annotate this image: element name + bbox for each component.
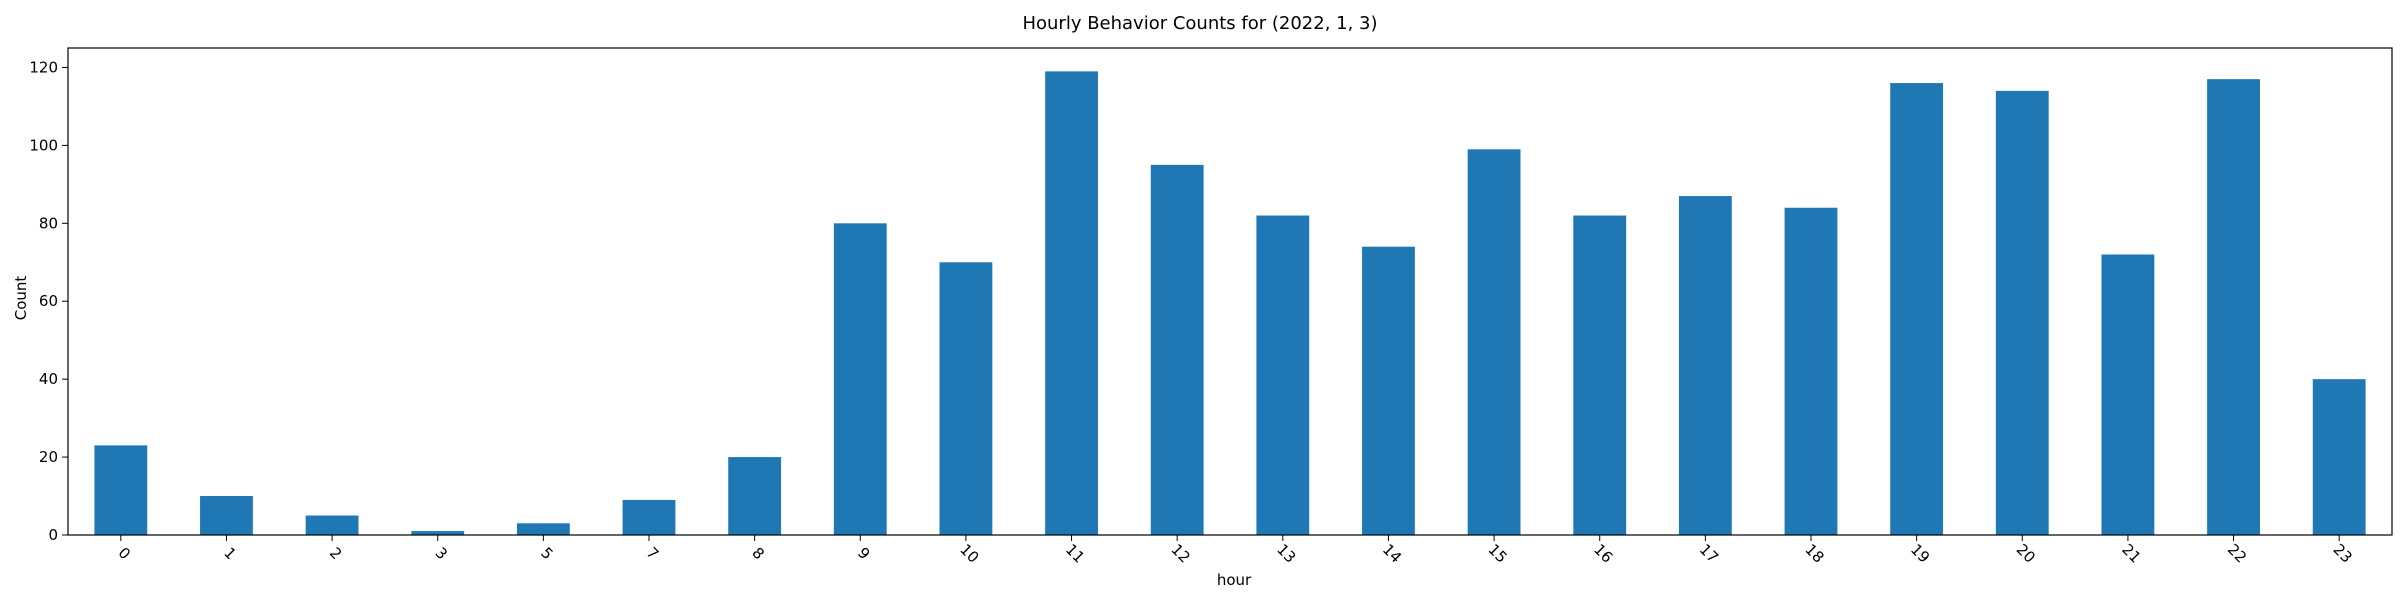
bar-hour-11 [1045,71,1098,535]
x-tick-label: 19 [1907,540,1933,566]
x-tick-label: 15 [1485,540,1511,566]
x-tick-label: 8 [748,544,767,563]
bar-hour-7 [622,499,676,535]
x-tick-label: 7 [643,544,662,563]
y-tick-label: 40 [39,370,58,388]
bar-hour-0 [94,445,148,535]
x-axis-label: hour [1217,571,1252,589]
x-tick-label: 9 [854,544,873,563]
bar-hour-10 [939,262,993,535]
x-tick-label: 13 [1273,540,1299,566]
bar-hour-5 [516,523,570,535]
x-tick-label: 18 [1801,540,1827,566]
bar-hour-17 [1678,196,1732,536]
x-tick-label: 20 [2013,540,2039,566]
x-tick-label: 16 [1590,540,1616,566]
y-axis-label: Count [12,276,30,321]
bar-hour-1 [200,496,253,535]
bar-hour-19 [1890,83,1944,535]
bar-hour-20 [1995,90,2049,536]
x-tick-label: 1 [220,544,239,563]
plot-frame [67,47,2393,536]
bar-hour-13 [1256,215,1310,535]
y-axis: 0 20 40 60 80 100 120 [29,58,68,544]
x-tick-label: 10 [956,540,982,566]
bar-hour-14 [1362,246,1415,535]
bar-hour-8 [728,457,782,535]
x-tick-label: 14 [1379,540,1405,566]
bar-hour-15 [1467,149,1521,536]
chart-title: Hourly Behavior Counts for (2022, 1, 3) [1022,13,1377,34]
x-tick-label: 23 [2330,540,2356,566]
bar-hour-2 [305,515,359,535]
bar-hour-22 [2207,79,2260,536]
x-axis: 0 1 2 3 5 7 8 9 10 11 12 13 14 15 16 17 18 19 20 21 22 23 [115,535,2356,567]
bar-hour-21 [2101,254,2155,536]
plot-area [67,47,2393,536]
y-tick-label: 20 [39,448,58,466]
x-tick-label: 17 [1696,540,1722,566]
x-tick-label: 3 [432,544,451,563]
x-tick-label: 0 [115,544,134,563]
bar-hour-3 [411,531,465,535]
bar-hour-18 [1784,207,1838,536]
x-tick-label: 2 [326,544,345,563]
y-tick-label: 120 [29,58,58,76]
x-tick-label: 21 [2118,540,2144,566]
y-tick-label: 0 [48,526,58,544]
bar-hour-16 [1573,215,1627,535]
y-tick-label: 100 [29,136,58,154]
x-tick-label: 11 [1062,540,1088,566]
y-tick-label: 80 [39,214,58,232]
bar-hour-9 [833,223,887,535]
x-tick-label: 5 [537,544,556,563]
bar-hour-12 [1150,164,1204,535]
x-tick-label: 12 [1168,540,1194,566]
y-tick-label: 60 [39,292,58,310]
x-tick-label: 22 [2224,540,2250,566]
bar-hour-23 [2312,379,2366,535]
